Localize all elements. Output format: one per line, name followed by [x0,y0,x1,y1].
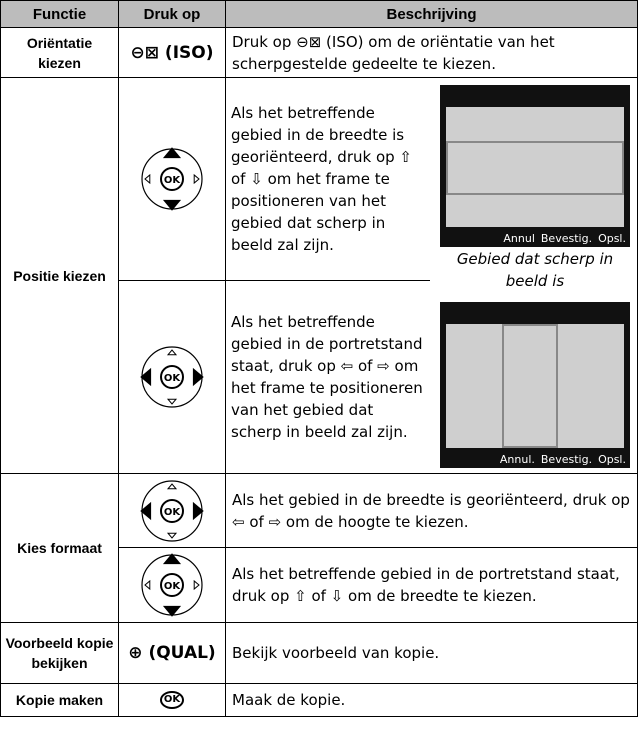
selector-label: OK [164,507,182,518]
arrow [166,398,178,405]
button: ⊕ (QUAL) [118,622,226,684]
arrow [192,367,204,387]
arrow [193,579,200,591]
description: Als het gebied in de breedte is georiënt… [225,473,638,548]
label: Annul [503,232,535,245]
screen-bar: Annul. Bevestig. Opsl. [440,453,626,466]
center [160,167,184,191]
selector-label: OK [164,175,182,186]
multi-selector: OK [118,77,226,281]
selector-icon: OK [140,479,204,542]
selector-icon: OK [140,346,204,408]
function: Positie kiezen [0,77,119,474]
arrow [193,173,200,185]
label: Annul. [499,453,535,466]
arrow [192,501,204,520]
description: Als het betreffende gebied in de portret… [231,313,423,441]
arrow [144,173,151,185]
multi-selector: OK [118,547,226,623]
frame [446,141,624,195]
arrow [162,553,182,565]
center [160,498,184,523]
arrow [140,501,152,520]
center [160,573,184,597]
function: Kopie maken [0,683,119,717]
arrow [162,605,182,617]
caption: Gebied dat scherp in beeld is [456,250,614,290]
screen: Annul. Bevestig. Opsl. [440,302,630,468]
label: Opsl. [598,453,626,466]
arrow [162,199,182,211]
center [160,365,184,389]
arrow [166,532,178,539]
description: Als het betreffende gebied in de portret… [225,547,638,623]
arrow [140,367,152,387]
description: Bekijk voorbeeld van kopie. [225,622,638,684]
multi-selector: OK [118,280,226,474]
ok-button: OK [159,691,185,709]
selector-icon: OK [141,147,203,211]
description: Druk op ⊖⊠ (ISO) om de oriëntatie van he… [225,27,638,78]
label: Opsl. [598,232,626,245]
header-cell: Functie [0,0,119,28]
header-cell: Beschrijving [225,0,638,28]
screen: Annul Bevestig. Opsl. [440,85,630,247]
multi-selector: OK [118,473,226,548]
arrow [166,349,178,356]
photo [446,324,624,448]
frame [502,324,558,448]
button-cell: OK [118,683,226,717]
photo [446,107,624,227]
arrow [166,482,178,489]
button: ⊖⊠ (ISO) [118,27,226,78]
function: Oriëntatie kiezen [0,27,119,78]
selector-label: OK [164,581,182,592]
screen-bar: Annul Bevestig. Opsl. [440,232,626,245]
arrow [144,579,151,591]
divider [225,280,430,281]
arrow [162,147,182,159]
selector-icon: OK [141,553,203,617]
description: Als het betreffende gebied in de breedte… [231,104,412,254]
function: Voorbeeld kopie bekijken [0,622,119,684]
selector-label: OK [164,373,182,384]
label: Bevestig. [540,232,593,245]
label: Bevestig. [540,453,593,466]
description: Maak de kopie. [225,683,638,717]
header-cell: Druk op [118,0,226,28]
function: Kies formaat [0,473,119,623]
